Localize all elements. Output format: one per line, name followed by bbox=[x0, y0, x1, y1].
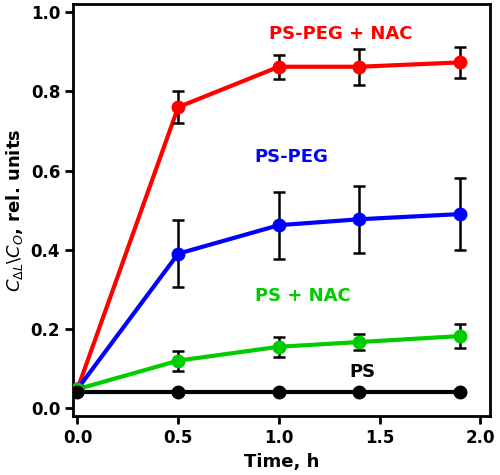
Text: PS + NAC: PS + NAC bbox=[254, 287, 350, 305]
X-axis label: Time, h: Time, h bbox=[244, 453, 320, 471]
Text: PS-PEG + NAC: PS-PEG + NAC bbox=[269, 25, 412, 43]
Text: PS: PS bbox=[350, 363, 376, 381]
Text: PS-PEG: PS-PEG bbox=[254, 148, 328, 166]
Y-axis label: $C_{\Delta L}\backslash C_O$, rel. units: $C_{\Delta L}\backslash C_O$, rel. units bbox=[4, 128, 25, 292]
